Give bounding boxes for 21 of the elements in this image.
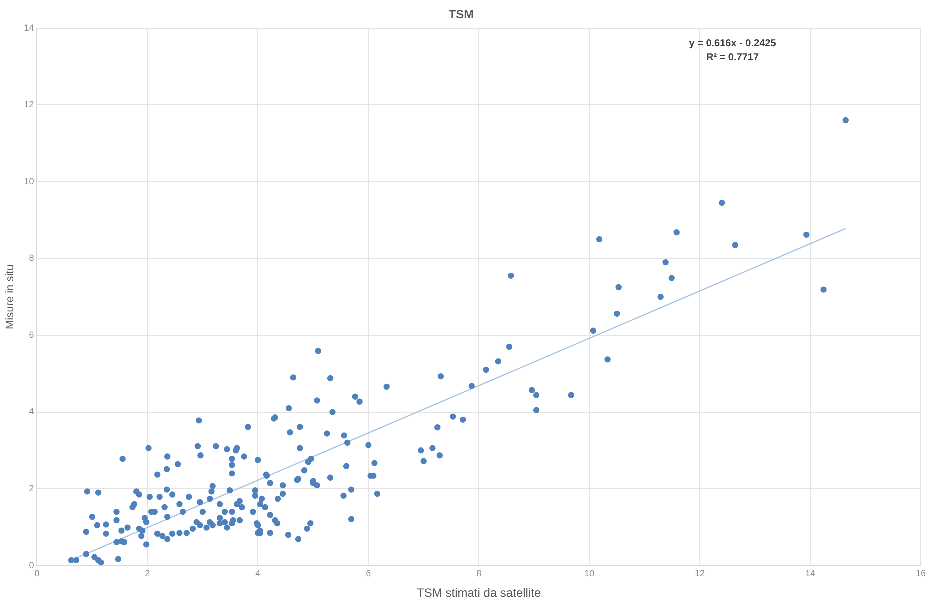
chart-title: TSM bbox=[448, 8, 474, 22]
y-tick-label: 12 bbox=[24, 100, 34, 110]
x-tick-label: 16 bbox=[916, 568, 926, 579]
y-tick-label: 4 bbox=[29, 406, 34, 417]
annotation: R² = 0.7717 bbox=[706, 52, 760, 64]
annotation: y = 0.616x - 0.2425 bbox=[689, 38, 777, 50]
y-tick-label: 0 bbox=[29, 560, 34, 570]
y-tick-label: 10 bbox=[24, 176, 34, 186]
x-tick-label: 8 bbox=[476, 568, 482, 579]
x-tick-label: 6 bbox=[366, 568, 372, 579]
y-tick-label: 8 bbox=[29, 253, 34, 264]
y-tick-label: 2 bbox=[29, 484, 34, 494]
x-tick-label: 4 bbox=[256, 568, 261, 579]
y-axis-title: Misure in situ bbox=[4, 264, 17, 330]
y-tick-label: 14 bbox=[24, 22, 34, 33]
x-tick-label: 12 bbox=[695, 568, 706, 579]
x-tick-label: 10 bbox=[584, 568, 595, 579]
x-tick-label: 14 bbox=[806, 568, 816, 579]
x-axis-title: TSM stimati da satellite bbox=[417, 586, 542, 600]
x-tick-label: 2 bbox=[145, 568, 150, 579]
y-tick-label: 6 bbox=[29, 330, 34, 340]
